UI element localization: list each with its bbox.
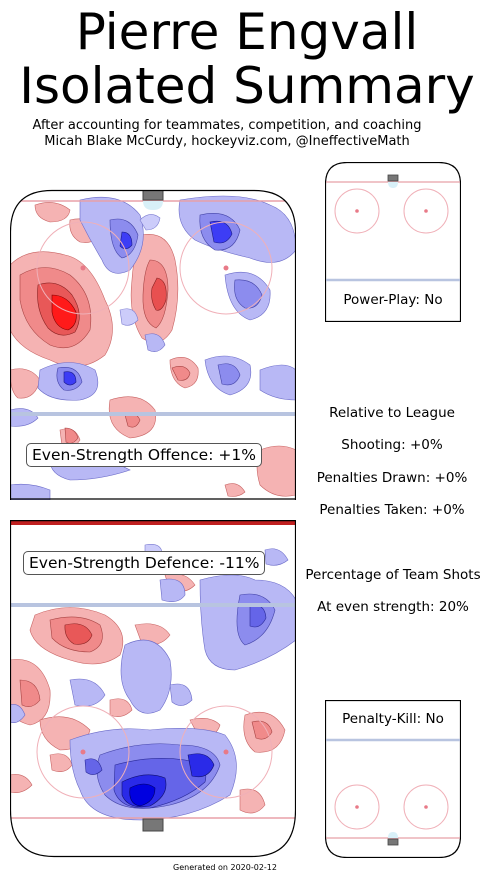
team-shots-value: At even strength: 20% — [317, 599, 469, 615]
subtitle-line-1: After accounting for teammates, competit… — [32, 118, 422, 133]
penaltykill-label: Penalty-Kill: No — [342, 711, 444, 727]
powerplay-rink: Power-Play: No — [325, 162, 461, 322]
generated-date: Generated on 2020-02-12 — [173, 863, 277, 872]
powerplay-label: Power-Play: No — [343, 292, 443, 308]
penalties-drawn-stat: Penalties Drawn: +0% — [316, 470, 468, 486]
relative-heading: Relative to League — [329, 405, 455, 421]
offence-label: Even-Strength Offence: +1% — [26, 443, 262, 467]
title-line-2: Isolated Summary — [19, 57, 475, 115]
offence-heatmap: Even-Strength Offence: +1% — [10, 160, 296, 500]
title-line-1: Pierre Engvall — [75, 3, 419, 61]
penalties-taken-stat: Penalties Taken: +0% — [319, 502, 465, 518]
team-shots-heading: Percentage of Team Shots — [305, 567, 481, 583]
defence-heatmap: Even-Strength Defence: -11% — [10, 520, 296, 858]
defence-label: Even-Strength Defence: -11% — [23, 551, 266, 575]
penaltykill-rink: Penalty-Kill: No — [325, 700, 461, 858]
subtitle-line-2: Micah Blake McCurdy, hockeyviz.com, @Ine… — [44, 134, 410, 149]
shooting-stat: Shooting: +0% — [341, 437, 443, 453]
